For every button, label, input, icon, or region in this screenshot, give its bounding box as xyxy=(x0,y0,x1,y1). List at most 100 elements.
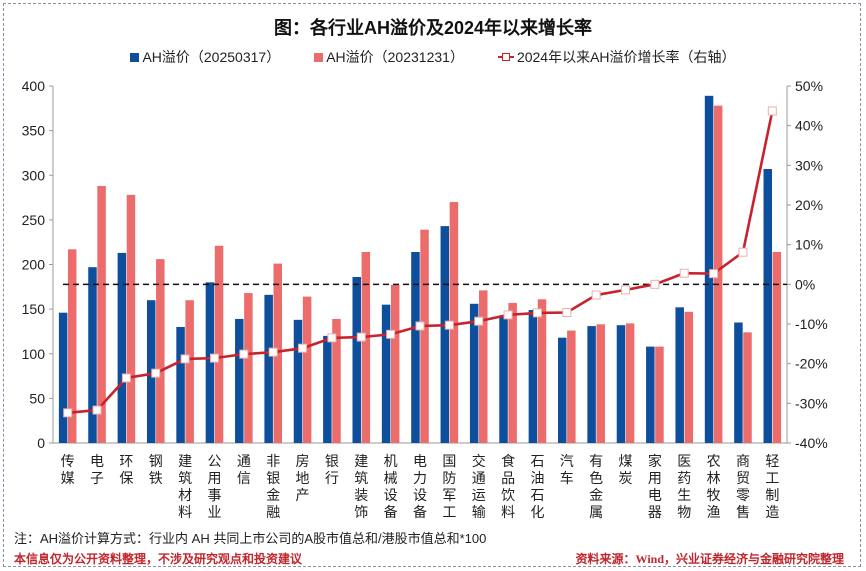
bar-ah-premium-20250317 xyxy=(88,267,97,443)
bar-ah-premium-20231231 xyxy=(67,249,77,443)
legend-swatch-pink xyxy=(314,52,324,62)
bar-ah-premium-20250317 xyxy=(146,300,156,443)
legend-swatch-blue xyxy=(130,52,140,62)
bar-ah-premium-20231231 xyxy=(684,311,694,443)
right-tick-label: -30% xyxy=(795,395,828,411)
category-label: 房地产 xyxy=(296,453,310,503)
growth-rate-point xyxy=(738,247,748,257)
left-tick-label: 300 xyxy=(22,167,46,183)
bar-ah-premium-20250317 xyxy=(293,319,303,443)
category-label: 建筑材料 xyxy=(178,453,192,520)
bar-ah-premium-20250317 xyxy=(587,326,596,443)
growth-rate-point xyxy=(709,269,719,279)
bar-ah-premium-20231231 xyxy=(772,252,782,443)
left-tick-label: 350 xyxy=(22,123,46,139)
legend-label: AH溢价（20231231） xyxy=(326,49,464,65)
growth-rate-point xyxy=(562,307,572,317)
bar-ah-premium-20231231 xyxy=(156,259,165,443)
bar-ah-premium-20250317 xyxy=(558,337,567,443)
bar-ah-premium-20250317 xyxy=(323,335,332,443)
left-tick-label: 100 xyxy=(22,346,46,362)
category-label: 银行 xyxy=(325,453,339,486)
growth-rate-point xyxy=(474,316,484,326)
right-tick-label: 40% xyxy=(795,118,823,134)
right-tick-label: 0% xyxy=(795,276,815,292)
growth-rate-point xyxy=(121,373,131,383)
right-tick-label: -10% xyxy=(795,316,828,332)
right-tick-label: 20% xyxy=(795,197,823,213)
category-label: 通信 xyxy=(237,453,251,486)
bar-ah-premium-20231231 xyxy=(273,263,282,443)
bar-ah-premium-20250317 xyxy=(381,304,391,443)
left-tick-label: 0 xyxy=(37,435,45,451)
legend-label: 2024年以来AH溢价增长率（右轴） xyxy=(516,49,736,65)
category-label: 汽车 xyxy=(560,453,574,486)
legend-item-2023: AH溢价（20231231） xyxy=(314,47,464,67)
chart-title: 图：各行业AH溢价及2024年以来增长率 xyxy=(273,18,593,38)
category-label: 家用电器 xyxy=(648,453,662,520)
bar-ah-premium-20250317 xyxy=(499,315,508,443)
bar-ah-premium-20250317 xyxy=(264,294,273,443)
left-tick-label: 150 xyxy=(22,301,46,317)
growth-rate-point xyxy=(415,321,425,331)
bar-ah-premium-20250317 xyxy=(675,307,684,443)
right-tick-label: 30% xyxy=(795,157,823,173)
category-label: 电力设备 xyxy=(413,453,427,520)
category-label: 石油石化 xyxy=(530,453,544,520)
footnote: 注：AH溢价计算方式：行业内 AH 共同上市公司的A股市值总和/港股市值总和*1… xyxy=(14,531,487,546)
bar-ah-premium-20250317 xyxy=(411,252,420,443)
category-label: 电子 xyxy=(90,453,104,486)
chart-frame xyxy=(3,3,861,567)
bar-ah-premium-20250317 xyxy=(616,325,626,443)
growth-rate-point xyxy=(151,368,161,378)
bar-ah-premium-20250317 xyxy=(528,310,538,443)
growth-rate-line xyxy=(67,110,774,415)
bar-ah-premium-20231231 xyxy=(244,293,253,443)
category-label: 环保 xyxy=(119,453,133,486)
legend-item-growth: 2024年以来AH溢价增长率（右轴） xyxy=(497,47,736,67)
growth-rate-point xyxy=(679,268,689,278)
left-tick-label: 200 xyxy=(22,257,46,273)
bar-ah-premium-20250317 xyxy=(352,276,361,443)
right-tick-label: -20% xyxy=(795,356,828,372)
bar-ah-premium-20231231 xyxy=(420,229,429,443)
growth-rate-point xyxy=(650,279,660,289)
bar-ah-premium-20231231 xyxy=(390,285,400,443)
bar-ah-premium-20250317 xyxy=(205,282,215,443)
bar-ah-premium-20231231 xyxy=(302,296,312,443)
bar-ah-premium-20231231 xyxy=(449,202,459,443)
bar-ah-premium-20231231 xyxy=(126,194,136,443)
bar-ah-premium-20231231 xyxy=(214,245,224,443)
bar-ah-premium-20231231 xyxy=(479,290,488,443)
bar-ah-premium-20231231 xyxy=(655,346,664,443)
category-label: 交通运输 xyxy=(472,453,486,520)
left-tick-label: 250 xyxy=(22,212,46,228)
bar-ah-premium-20250317 xyxy=(646,346,655,443)
growth-rate-point xyxy=(503,310,513,320)
bar-ah-premium-20231231 xyxy=(508,302,517,443)
growth-rate-point xyxy=(327,333,337,343)
bar-ah-premium-20231231 xyxy=(537,299,547,443)
bar-ah-premium-20231231 xyxy=(567,330,576,443)
growth-rate-point xyxy=(63,408,73,418)
growth-rate-point xyxy=(209,353,219,363)
bar-ah-premium-20250317 xyxy=(440,226,450,443)
bar-ah-premium-20231231 xyxy=(332,318,341,443)
growth-rate-point xyxy=(239,349,249,359)
growth-rate-point xyxy=(444,320,454,330)
category-label: 有色金属 xyxy=(589,453,603,520)
bar-ah-premium-20250317 xyxy=(763,169,773,443)
growth-rate-point xyxy=(767,106,777,116)
category-label: 建筑装饰 xyxy=(354,453,368,520)
category-label: 医药生物 xyxy=(677,453,691,520)
bar-ah-premium-20231231 xyxy=(625,323,635,443)
bar-ah-premium-20231231 xyxy=(713,105,723,443)
bar-ah-premium-20250317 xyxy=(176,326,185,443)
category-label: 轻工制造 xyxy=(765,453,779,520)
legend-item-2025: AH溢价（20250317） xyxy=(130,47,280,67)
bar-ah-premium-20231231 xyxy=(185,300,194,443)
growth-rate-point xyxy=(180,354,190,364)
growth-rate-point xyxy=(92,405,102,415)
category-label: 食品饮料 xyxy=(501,453,515,520)
